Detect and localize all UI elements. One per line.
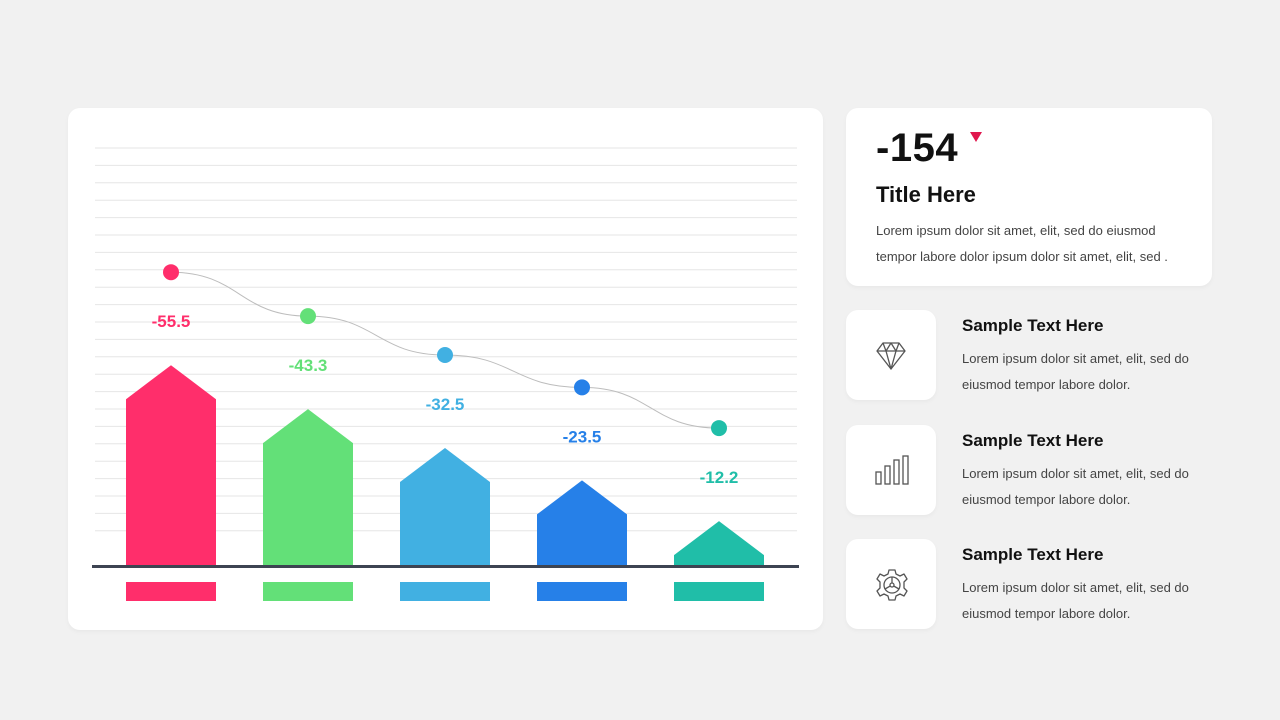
summary-title: Title Here — [876, 182, 976, 207]
chart-card: -55.5 -43.3 -32.5 -23.5 -12.2 — [68, 108, 823, 630]
trend-point — [437, 347, 453, 363]
data-label: -32.5 — [426, 395, 465, 414]
trend-point — [163, 264, 179, 281]
item-title: Sample Text Here — [962, 545, 1104, 564]
data-label: -23.5 — [563, 427, 602, 446]
data-label: -55.5 — [152, 312, 191, 331]
chart-bar — [674, 521, 764, 565]
item-body: Lorem ipsum dolor sit amet, elit, sed do… — [962, 466, 1189, 507]
diamond-icon-card — [846, 310, 936, 400]
bar-chart-icon — [875, 455, 909, 485]
chart-bar — [400, 448, 490, 565]
legend-swatch — [400, 582, 490, 601]
item-title: Sample Text Here — [962, 431, 1104, 450]
legend-swatch — [674, 582, 764, 601]
item-body: Lorem ipsum dolor sit amet, elit, sed do… — [962, 580, 1189, 621]
bar-chart-icon-card — [846, 425, 936, 515]
data-label: -43.3 — [289, 356, 328, 375]
legend-swatch — [126, 582, 216, 601]
triangle-down-icon — [970, 132, 982, 142]
summary-card: -154 Title Here Lorem ipsum dolor sit am… — [846, 108, 1212, 286]
diamond-icon — [876, 342, 906, 370]
legend-swatch — [537, 582, 627, 601]
legend-swatch — [263, 582, 353, 601]
chart-bar — [537, 480, 627, 565]
data-label: -12.2 — [700, 468, 739, 487]
trend-point — [300, 308, 316, 325]
bar-chart: -55.5 -43.3 -32.5 -23.5 -12.2 — [92, 147, 799, 601]
summary-body: Lorem ipsum dolor sit amet, elit, sed do… — [876, 223, 1168, 264]
gear-icon-card — [846, 539, 936, 629]
item-body: Lorem ipsum dolor sit amet, elit, sed do… — [962, 351, 1189, 392]
item-title: Sample Text Here — [962, 316, 1104, 335]
trend-point — [711, 420, 727, 437]
total-value: -154 — [876, 126, 959, 170]
trend-point — [574, 379, 590, 396]
gear-icon — [876, 569, 908, 601]
chart-bar — [263, 409, 353, 565]
chart-bar — [126, 365, 216, 565]
